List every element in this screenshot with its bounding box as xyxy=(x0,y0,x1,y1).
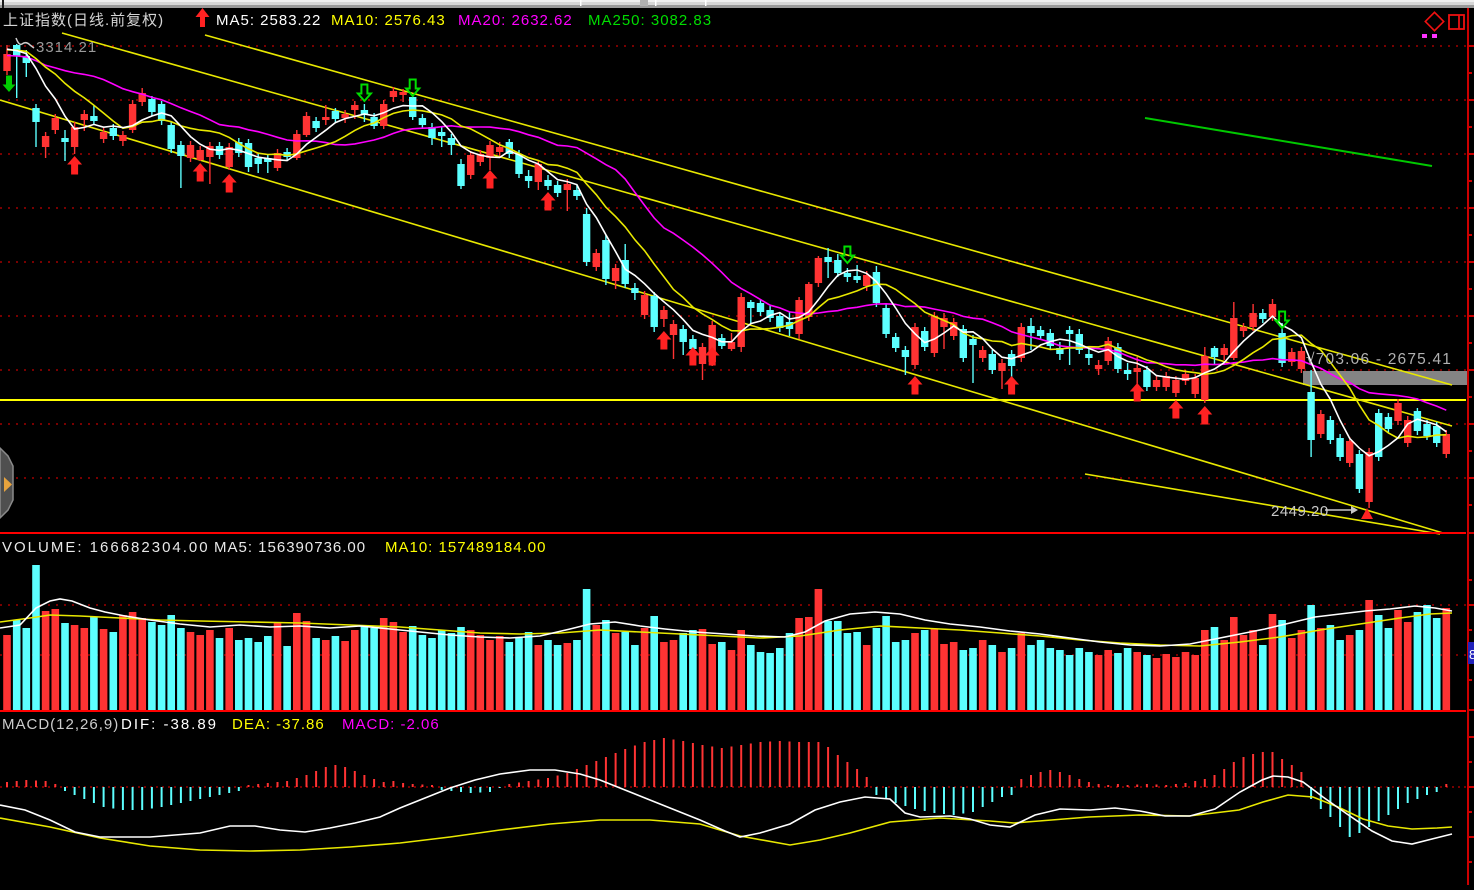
svg-text:2449.20: 2449.20 xyxy=(1271,503,1329,520)
svg-text:√703.06 - 2675.41: √703.06 - 2675.41 xyxy=(1306,351,1452,368)
svg-text:3314.21: 3314.21 xyxy=(36,39,97,56)
svg-text:MA5: 156390736.00: MA5: 156390736.00 xyxy=(214,539,366,556)
svg-text:MA250: 3082.83: MA250: 3082.83 xyxy=(588,12,712,29)
svg-text:MA10: 157489184.00: MA10: 157489184.00 xyxy=(385,539,546,556)
svg-text:MACD(12,26,9): MACD(12,26,9) xyxy=(2,716,119,733)
svg-text:8: 8 xyxy=(1469,647,1474,662)
svg-text:上证指数(日线.前复权): 上证指数(日线.前复权) xyxy=(3,11,164,29)
svg-text:MACD: -2.06: MACD: -2.06 xyxy=(342,716,440,733)
svg-text:DIF: -38.89: DIF: -38.89 xyxy=(121,716,218,733)
svg-text:MA20: 2632.62: MA20: 2632.62 xyxy=(458,12,573,29)
svg-text:DEA: -37.86: DEA: -37.86 xyxy=(232,716,325,733)
svg-text:VOLUME: 166682304.00: VOLUME: 166682304.00 xyxy=(2,539,210,556)
svg-text:MA5: 2583.22: MA5: 2583.22 xyxy=(216,12,321,29)
svg-text:MA10: 2576.43: MA10: 2576.43 xyxy=(331,12,446,29)
